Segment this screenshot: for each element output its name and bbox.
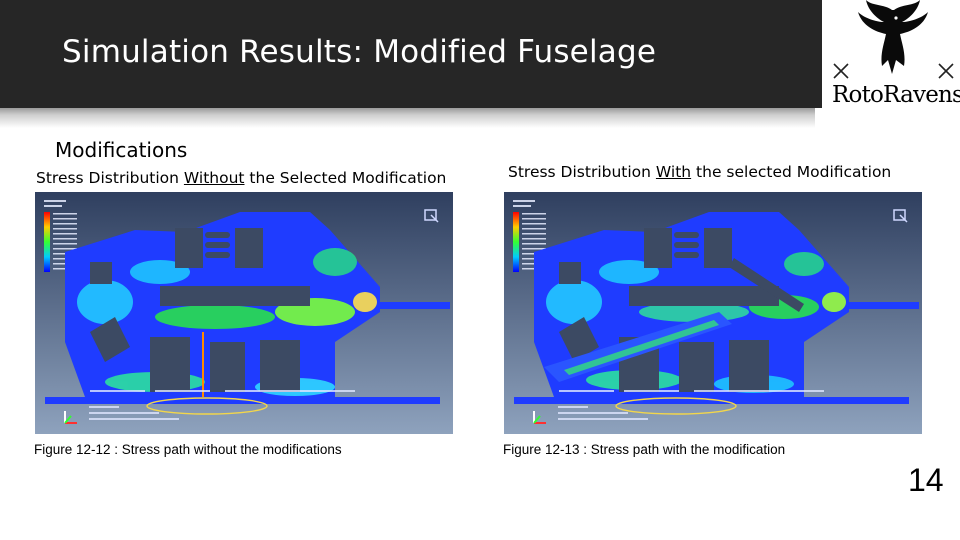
page-number: 14 [908,462,944,498]
left-subheading-emphasis: Without [183,169,245,187]
axis-triad-icon [533,411,546,424]
axis-triad-icon [64,411,77,424]
logo-text: RotoRavens [832,82,960,108]
raven-logo-icon [833,0,954,79]
left-subheading-end: the Selected Modification [244,169,447,187]
title-bar: Simulation Results: Modified Fuselage [0,0,822,108]
slide-title: Simulation Results: Modified Fuselage [62,34,657,70]
title-shadow [0,108,815,128]
right-subheading: Stress Distribution With the selected Mo… [508,163,891,181]
stress-image-without-modification [35,192,453,434]
view-triad-icon [424,209,439,223]
view-triad-icon [893,209,908,223]
right-subheading-start: Stress Distribution [508,163,656,181]
left-subheading: Stress Distribution Without the Selected… [36,169,446,187]
right-subheading-end: the selected Modification [691,163,892,181]
right-subheading-emphasis: With [655,163,692,181]
section-heading: Modifications [55,138,188,162]
left-caption: Figure 12-12 : Stress path without the m… [34,442,342,457]
stress-image-with-modification [504,192,922,434]
right-caption: Figure 12-13 : Stress path with the modi… [503,442,786,457]
logo: RotoRavens [826,0,960,118]
left-subheading-start: Stress Distribution [36,169,184,187]
